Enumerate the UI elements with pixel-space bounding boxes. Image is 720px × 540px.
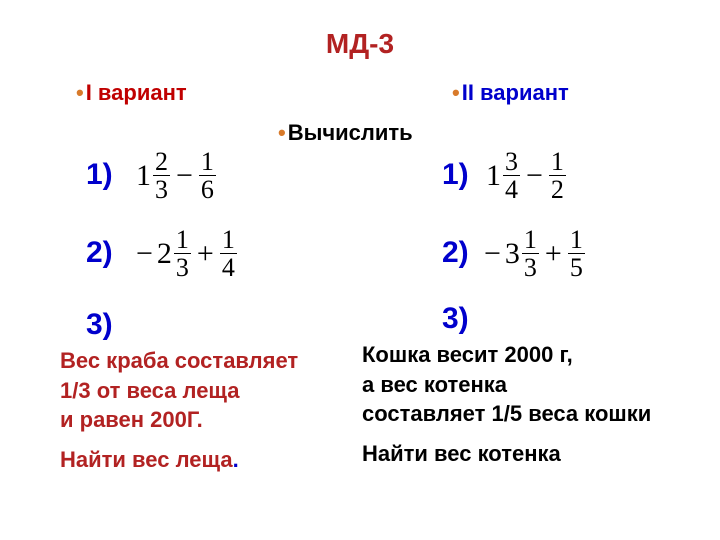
- left-equation-1: 1 2 3 − 1 6: [136, 148, 216, 204]
- fraction-a: 3 4: [503, 148, 520, 204]
- fraction-b: 1 6: [199, 148, 216, 204]
- operator: −: [176, 161, 193, 191]
- problem-line: Вес краба составляет: [60, 346, 298, 376]
- integer-part: 1: [486, 161, 501, 191]
- numerator: 1: [568, 226, 585, 253]
- page-title: МД-3: [0, 28, 720, 60]
- numerator: 1: [549, 148, 566, 175]
- right-word-problem: Кошка весит 2000 г, а вес котенка состав…: [362, 340, 651, 469]
- right-equation-1: 1 3 4 − 1 2: [486, 148, 566, 204]
- operator: −: [526, 161, 543, 191]
- numerator: 3: [503, 148, 520, 175]
- fraction-b: 1 4: [220, 226, 237, 282]
- fraction-b: 1 5: [568, 226, 585, 282]
- operator: +: [197, 239, 214, 269]
- numerator: 1: [199, 148, 216, 175]
- right-number-1: 1): [442, 158, 469, 192]
- problem-question: Найти вес леща: [60, 447, 233, 472]
- instruction-text: Вычислить: [288, 120, 413, 145]
- problem-line: составляет 1/5 веса кошки: [362, 399, 651, 429]
- left-number-3: 3): [86, 308, 113, 342]
- problem-line: 1/3 от веса леща: [60, 376, 298, 406]
- denominator: 3: [522, 254, 539, 281]
- variant-right-text: II вариант: [462, 80, 569, 105]
- problem-dot: .: [233, 447, 239, 472]
- bullet-icon: •: [278, 120, 286, 145]
- right-number-3: 3): [442, 302, 469, 336]
- instruction-label: •Вычислить: [278, 120, 413, 146]
- numerator: 2: [153, 148, 170, 175]
- fraction-a: 1 3: [174, 226, 191, 282]
- problem-line: Кошка весит 2000 г,: [362, 340, 651, 370]
- left-number-2: 2): [86, 236, 113, 270]
- fraction-a: 2 3: [153, 148, 170, 204]
- left-number-1: 1): [86, 158, 113, 192]
- operator: +: [545, 239, 562, 269]
- denominator: 3: [174, 254, 191, 281]
- fraction-a: 1 3: [522, 226, 539, 282]
- problem-line: Найти вес котенка: [362, 439, 651, 469]
- left-word-problem: Вес краба составляет 1/3 от веса леща и …: [60, 346, 298, 475]
- numerator: 1: [220, 226, 237, 253]
- integer-part: 1: [136, 161, 151, 191]
- denominator: 2: [549, 176, 566, 203]
- bullet-icon: •: [452, 80, 460, 105]
- numerator: 1: [174, 226, 191, 253]
- denominator: 5: [568, 254, 585, 281]
- integer-part: 2: [157, 239, 172, 269]
- sign: −: [484, 239, 501, 269]
- variant-left-header: •I вариант: [76, 80, 187, 106]
- denominator: 4: [503, 176, 520, 203]
- right-equation-2: − 3 1 3 + 1 5: [484, 226, 585, 282]
- problem-line: Найти вес леща.: [60, 445, 298, 475]
- variant-right-header: •II вариант: [452, 80, 569, 106]
- fraction-b: 1 2: [549, 148, 566, 204]
- sign: −: [136, 239, 153, 269]
- problem-line: и равен 200Г.: [60, 405, 298, 435]
- bullet-icon: •: [76, 80, 84, 105]
- right-number-2: 2): [442, 236, 469, 270]
- left-equation-2: − 2 1 3 + 1 4: [136, 226, 237, 282]
- denominator: 3: [153, 176, 170, 203]
- denominator: 6: [199, 176, 216, 203]
- variant-left-text: I вариант: [86, 80, 187, 105]
- denominator: 4: [220, 254, 237, 281]
- problem-line: а вес котенка: [362, 370, 651, 400]
- integer-part: 3: [505, 239, 520, 269]
- numerator: 1: [522, 226, 539, 253]
